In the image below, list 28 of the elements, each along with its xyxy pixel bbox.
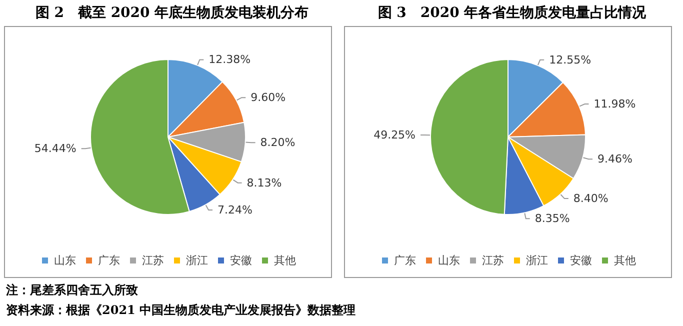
- data-label: 12.38%: [208, 53, 251, 66]
- text: 注：尾差系四舍五入所致: [6, 282, 138, 299]
- data-label: 11.98%: [594, 98, 636, 111]
- data-label: 54.44%: [34, 142, 76, 156]
- chart-title: 图 3 2020 年各省生物质发电量占比情况: [376, 4, 648, 22]
- data-label: 8.20%: [260, 136, 296, 150]
- legend-label: 山东: [54, 254, 76, 267]
- data-label: 9.60%: [250, 91, 286, 104]
- legend-label: 广东: [394, 254, 416, 267]
- legend-label: 安徽: [570, 254, 592, 267]
- legend-label: 江苏: [482, 254, 504, 267]
- data-label: 7.24%: [218, 204, 252, 217]
- legend-label: 浙江: [526, 254, 548, 267]
- legend-label: 浙江: [186, 254, 208, 267]
- data-label: 12.55%: [549, 53, 592, 66]
- data-label: 9.46%: [598, 152, 632, 166]
- text: 资料来源：根据《2021 中国生物质发电产业发展报告》数据整理: [6, 302, 356, 319]
- data-label: 8.40%: [573, 192, 608, 206]
- legend-label: 其他: [614, 254, 636, 267]
- data-label: 8.13%: [246, 176, 282, 190]
- data-label: 49.25%: [374, 128, 416, 142]
- legend-label: 江苏: [142, 254, 164, 267]
- legend-label: 广东: [98, 254, 120, 267]
- legend-label: 山东: [438, 254, 460, 267]
- legend-label: 其他: [274, 254, 296, 267]
- legend-label: 安徽: [230, 254, 252, 267]
- chart-title: 图 2 截至 2020 年底生物质发电装机分布: [34, 4, 310, 22]
- data-label: 8.35%: [534, 212, 570, 226]
